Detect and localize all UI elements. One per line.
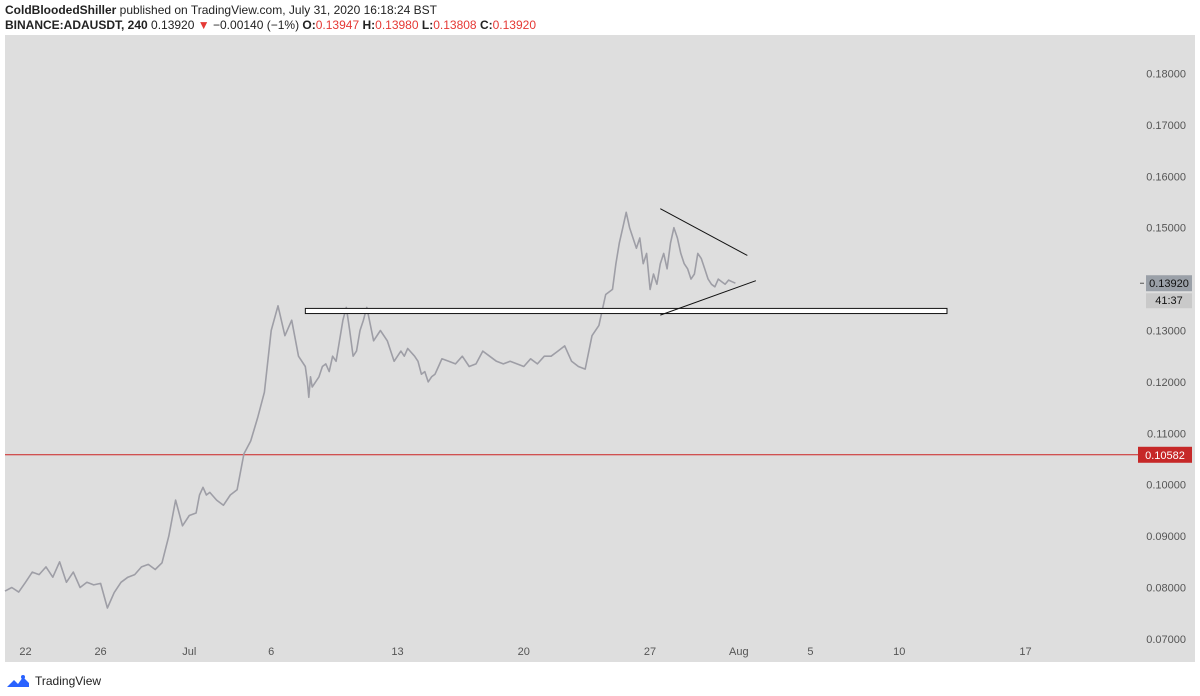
high-label: H: — [362, 18, 376, 32]
y-tick-label: 0.16000 — [1146, 171, 1186, 183]
low-label: L: — [421, 18, 434, 32]
triangle-upper-trendline[interactable] — [660, 208, 748, 256]
price-change: −0.00140 (−1%) — [213, 18, 300, 32]
countdown-badge — [1146, 293, 1192, 309]
down-arrow-icon: ▼ — [197, 18, 210, 32]
x-tick-label: Aug — [729, 646, 749, 658]
x-tick-label: Jul — [182, 646, 196, 658]
y-tick-label: 0.09000 — [1146, 531, 1186, 543]
x-tick-label: 6 — [268, 646, 274, 658]
y-tick-label: 0.18000 — [1146, 69, 1186, 81]
x-tick-label: 5 — [807, 646, 813, 658]
last-price-badge — [1146, 275, 1192, 292]
y-tick-label: 0.10000 — [1146, 480, 1186, 492]
time-axis[interactable]: 22 26 Jul 6 13 20 27 Aug 5 10 17 — [19, 646, 1031, 658]
publish-line: ColdBloodedShiller published on TradingV… — [5, 3, 536, 18]
drawings-layer — [304, 208, 948, 316]
y-tick-label: 0.11000 — [1147, 428, 1186, 440]
last-price-label: 0.13920 — [1149, 278, 1189, 290]
chart-header: ColdBloodedShiller published on TradingV… — [5, 3, 536, 33]
resistance-zone-rect[interactable] — [304, 307, 948, 315]
tradingview-brand[interactable]: TradingView — [35, 674, 102, 688]
symbol-label[interactable]: BINANCE:ADAUSDT, 240 — [5, 18, 148, 32]
price-axis[interactable]: 0.07000 0.08000 0.09000 0.10000 0.11000 0.120… — [1146, 69, 1186, 646]
ohlc-line: BINANCE:ADAUSDT, 240 0.13920 ▼ −0.00140 … — [5, 18, 536, 33]
y-tick-label: 0.08000 — [1146, 582, 1186, 594]
x-tick-label: 22 — [19, 646, 31, 658]
last-price: 0.13920 — [151, 18, 195, 32]
tradingview-logo-icon[interactable] — [6, 674, 30, 688]
footer: TradingView — [6, 672, 101, 690]
open-value: 0.13947 — [315, 18, 360, 32]
x-tick-label: 13 — [391, 646, 403, 658]
y-tick-label: 0.15000 — [1146, 223, 1186, 235]
close-label: C: — [479, 18, 493, 32]
y-tick-label: 0.17000 — [1146, 120, 1186, 132]
x-tick-label: 17 — [1019, 646, 1031, 658]
close-value: 0.13920 — [492, 18, 537, 32]
x-tick-label: 27 — [644, 646, 656, 658]
price-series-line[interactable] — [4, 211, 736, 609]
author-name[interactable]: ColdBloodedShiller — [5, 3, 117, 17]
y-tick-label: 0.07000 — [1146, 634, 1186, 646]
open-label: O: — [302, 18, 316, 32]
x-tick-label: 20 — [518, 646, 530, 658]
price-chart[interactable]: 0.07000 0.08000 0.09000 0.10000 0.11000 0.120… — [0, 0, 1200, 672]
chart-pane[interactable] — [5, 35, 1195, 662]
countdown-label: 41:37 — [1155, 295, 1183, 307]
price-badges: 0.13920 41:37 0.10582 — [1138, 275, 1192, 463]
x-tick-label: 10 — [893, 646, 905, 658]
publish-info: published on TradingView.com, July 31, 2… — [116, 3, 437, 17]
x-tick-label: 26 — [94, 646, 106, 658]
triangle-lower-trendline[interactable] — [660, 280, 757, 316]
low-value: 0.13808 — [433, 18, 477, 32]
support-price-badge — [1138, 446, 1192, 463]
high-value: 0.13980 — [375, 18, 419, 32]
support-price-label: 0.10582 — [1145, 450, 1185, 462]
y-tick-label: 0.12000 — [1146, 377, 1186, 389]
plot-area — [4, 211, 1138, 609]
y-tick-label: 0.13000 — [1146, 326, 1186, 338]
